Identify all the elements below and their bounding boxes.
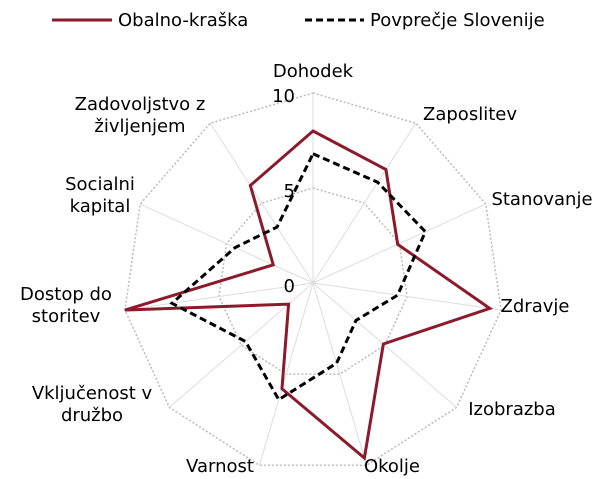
category-label: Zadovoljstvo z življenjem	[74, 94, 206, 137]
series-line	[124, 129, 494, 461]
category-label: Socialni kapital	[65, 174, 135, 217]
spoke	[312, 282, 368, 466]
legend-label: Povprečje Slovenije	[370, 10, 545, 31]
legend-label: Obalno-kraška	[118, 10, 248, 31]
category-label: Zdravje	[500, 296, 570, 317]
grid-ring	[124, 92, 502, 467]
y-tick-label: 5	[284, 181, 295, 202]
category-label: Izobrazba	[468, 399, 556, 420]
spoke	[124, 282, 314, 311]
category-label: Vključenost v družbo	[31, 383, 153, 426]
series-line	[169, 151, 428, 402]
spoke	[312, 282, 502, 311]
spoke	[209, 122, 314, 284]
spoke	[312, 282, 457, 408]
spoke	[169, 282, 314, 408]
y-tick-label: 10	[272, 86, 295, 107]
category-label: Zaposlitev	[423, 104, 517, 125]
category-label: Okolje	[363, 456, 421, 477]
category-label: Varnost	[186, 456, 254, 477]
category-label: Dohodek	[272, 61, 354, 82]
spoke	[258, 282, 314, 466]
y-tick-label: 0	[284, 276, 295, 297]
spoke	[139, 203, 314, 284]
category-label: Stanovanje	[491, 189, 593, 210]
spoke	[312, 203, 487, 284]
category-label: Dostop do storitev	[20, 284, 112, 327]
spoke	[312, 122, 417, 284]
